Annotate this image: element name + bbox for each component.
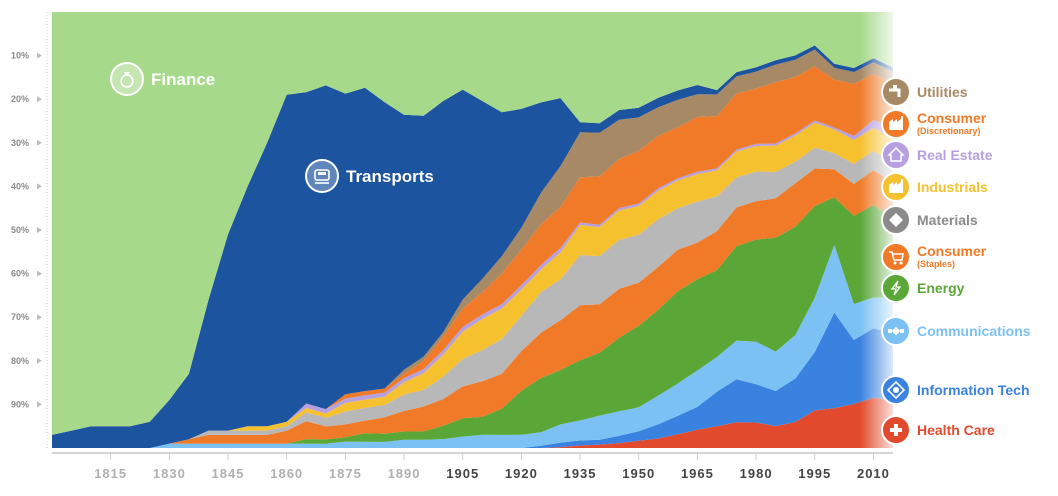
- inline-labels: Finance Transports: [110, 62, 434, 193]
- x-tick-label: 1935: [564, 466, 597, 481]
- x-tick-label: 1920: [505, 466, 538, 481]
- legend-item-consumer-discretionary: Consumer(Discretionary): [881, 109, 987, 139]
- y-tick-marker: [37, 314, 42, 321]
- legend-item-consumer-staples: Consumer(Staples): [881, 242, 987, 272]
- area-consumer-staples: [52, 168, 893, 448]
- legend-item-industrials: Industrials: [881, 172, 988, 202]
- legend-label: Energy: [917, 280, 965, 296]
- train-icon: [305, 159, 339, 193]
- legend-label: Consumer: [917, 110, 987, 126]
- y-tick-label: 90%: [11, 399, 29, 409]
- legend-sublabel: (Discretionary): [917, 126, 981, 136]
- legend-label: Industrials: [917, 179, 988, 195]
- y-axis: 10% 20% 30% 40% 50% 60% 70% 80% 90%: [11, 12, 48, 448]
- x-tick-label: 1980: [740, 466, 773, 481]
- y-tick-marker: [37, 270, 42, 277]
- legend-label: Consumer: [917, 243, 987, 259]
- factory-icon: [881, 109, 911, 139]
- y-tick-label: 10%: [11, 51, 29, 61]
- area-finance: [52, 12, 893, 435]
- y-tick-marker: [37, 227, 42, 233]
- x-tick-label: 1995: [798, 466, 831, 481]
- y-tick-marker: [37, 52, 42, 59]
- legend-item-real-estate: Real Estate: [881, 140, 993, 170]
- x-tick-label: 1950: [622, 466, 655, 481]
- legend-item-communications: Communications: [881, 316, 1031, 346]
- y-tick-marker: [37, 96, 42, 103]
- y-tick-marker: [37, 139, 42, 146]
- legend-label: Communications: [917, 323, 1031, 339]
- bolt-icon: [881, 273, 911, 303]
- area-communications: [52, 244, 893, 448]
- x-axis: 1815 1830 1845 1860 1875 1890 1905 1920 1935 1950…: [52, 452, 893, 481]
- diamond-icon: [881, 205, 911, 235]
- legend-label: Information Tech: [917, 382, 1030, 398]
- y-tick-label: 70%: [11, 312, 29, 322]
- x-tick-label: 1830: [153, 466, 186, 481]
- x-tick-label: 1815: [94, 466, 127, 481]
- y-tick-label: 30%: [11, 138, 29, 148]
- y-tick-label: 60%: [11, 269, 29, 279]
- area-transports: [52, 45, 893, 449]
- cart-icon: [881, 242, 911, 272]
- plot-area: [52, 12, 900, 449]
- factory-icon: [881, 172, 911, 202]
- legend-item-materials: Materials: [881, 205, 978, 235]
- x-tick-label: 1875: [329, 466, 362, 481]
- y-tick-marker: [37, 401, 42, 408]
- legend-item-energy: Energy: [881, 273, 965, 303]
- satellite-icon: [881, 316, 911, 346]
- x-tick-label: 1845: [212, 466, 245, 481]
- x-tick-label: 1905: [446, 466, 479, 481]
- money-bag-icon: [110, 62, 144, 96]
- legend-item-health-care: Health Care: [881, 415, 995, 445]
- inline-label-finance: Finance: [151, 70, 215, 89]
- house-icon: [881, 140, 911, 170]
- legend-item-utilities: Utilities: [881, 77, 968, 107]
- legend-label: Real Estate: [917, 147, 993, 163]
- area-health-care: [52, 397, 893, 448]
- faucet-icon: [881, 77, 911, 107]
- x-tick-label: 1860: [270, 466, 303, 481]
- legend-label: Materials: [917, 212, 978, 228]
- legend-label: Health Care: [917, 422, 995, 438]
- area-information-tech: [52, 312, 893, 448]
- x-tick-label: 1965: [681, 466, 714, 481]
- x-tick-label: 2010: [857, 466, 890, 481]
- chip-icon: [881, 375, 911, 405]
- area-consumer-discretionary: [52, 66, 893, 448]
- legend-sublabel: (Staples): [917, 259, 955, 269]
- y-tick-label: 20%: [11, 94, 29, 104]
- area-industrials: [52, 122, 893, 448]
- legend-item-information-tech: Information Tech: [881, 375, 1030, 405]
- plus-icon: [881, 415, 911, 445]
- area-materials: [52, 147, 893, 448]
- area-energy: [52, 197, 893, 448]
- legend-label: Utilities: [917, 84, 968, 100]
- y-tick-label: 50%: [11, 225, 29, 235]
- x-tick-label: 1890: [388, 466, 421, 481]
- y-tick-marker: [37, 357, 42, 364]
- y-tick-label: 40%: [11, 181, 29, 191]
- y-tick-label: 80%: [11, 356, 29, 366]
- inline-label-transports: Transports: [346, 167, 434, 186]
- y-tick-marker: [37, 183, 42, 190]
